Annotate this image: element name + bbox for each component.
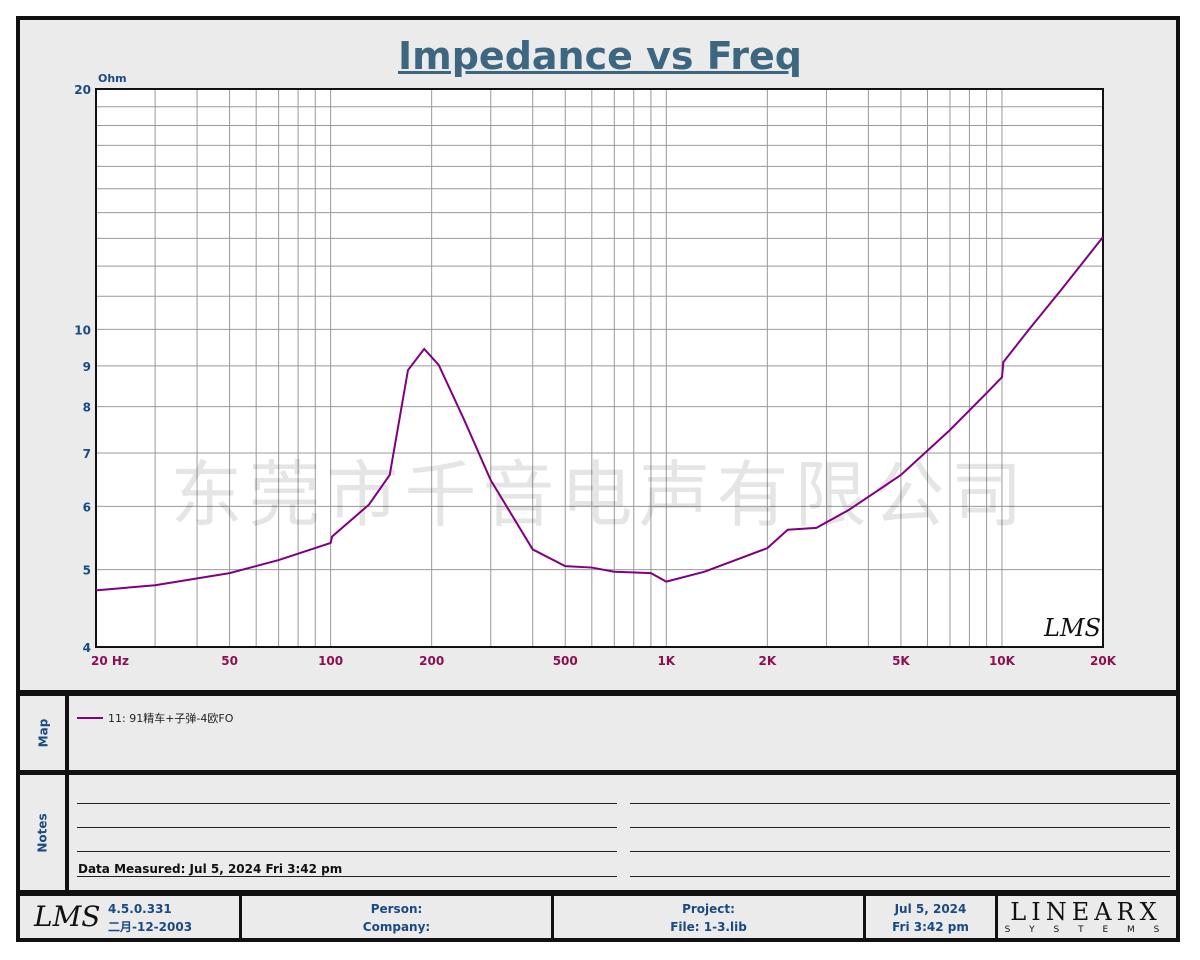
person-info: Person: Company: bbox=[242, 896, 551, 940]
divider bbox=[551, 896, 554, 940]
divider bbox=[65, 696, 69, 890]
x-tick-label: 50 bbox=[221, 654, 238, 668]
x-tick-label: 20K bbox=[1090, 654, 1117, 668]
impedance-chart: 东莞市千音电声有限公司 20 Hz 50 100 200 500 1K 2K 5K 10K 20K 2… bbox=[74, 72, 1117, 668]
divider bbox=[995, 896, 998, 940]
version-date: 二月-12-2003 bbox=[108, 920, 193, 934]
chart-title: Impedance vs Freq bbox=[398, 34, 802, 78]
divider bbox=[16, 890, 1180, 896]
notes-line bbox=[77, 803, 617, 804]
x-tick-label: 5K bbox=[892, 654, 910, 668]
linearx-logo: LINEARX S Y S T E M S bbox=[998, 896, 1174, 940]
y-tick-label: 5 bbox=[83, 564, 91, 578]
legend-swatch bbox=[77, 717, 103, 719]
date: Jul 5, 2024 bbox=[894, 902, 967, 916]
notes-panel-label: Notes bbox=[36, 812, 50, 853]
y-tick-label: 7 bbox=[83, 447, 91, 461]
time: Fri 3:42 pm bbox=[892, 920, 969, 934]
brand-sub: S Y S T E M S bbox=[1004, 925, 1168, 935]
y-tick-label: 10 bbox=[74, 323, 91, 337]
notes-line bbox=[630, 827, 1170, 828]
notes-line bbox=[77, 827, 617, 828]
project: Project: bbox=[682, 902, 735, 916]
file: File: 1-3.lib bbox=[670, 920, 747, 934]
x-tick-label: 10K bbox=[989, 654, 1016, 668]
y-tick-label: 4 bbox=[83, 641, 91, 655]
brand: LINEARX bbox=[1010, 898, 1162, 926]
version: 4.5.0.331 bbox=[108, 902, 172, 916]
y-tick-label: 9 bbox=[83, 360, 91, 374]
x-tick-label: 2K bbox=[759, 654, 777, 668]
plot-border bbox=[95, 88, 1104, 648]
data-measured: Data Measured: Jul 5, 2024 Fri 3:42 pm bbox=[78, 862, 343, 876]
y-tick-label: 8 bbox=[83, 401, 91, 415]
plot-area bbox=[96, 89, 1103, 647]
notes-line bbox=[77, 851, 617, 852]
divider bbox=[16, 770, 1180, 775]
y-tick-label: 20 bbox=[74, 83, 91, 97]
x-tick-label: 1K bbox=[657, 654, 675, 668]
lms-logo: LMS bbox=[34, 900, 101, 933]
notes-line bbox=[630, 803, 1170, 804]
notes-line bbox=[630, 876, 1170, 877]
divider bbox=[863, 896, 866, 940]
notes-line bbox=[77, 876, 617, 877]
date-info: Jul 5, 2024 Fri 3:42 pm bbox=[866, 896, 995, 940]
x-tick-label: 20 Hz bbox=[91, 654, 129, 668]
y-axis-label: Ohm bbox=[98, 72, 127, 85]
x-tick-label: 200 bbox=[419, 654, 444, 668]
legend-item: 11: 91精车+子弹-4欧FO bbox=[77, 710, 233, 726]
series-line bbox=[95, 236, 1104, 592]
x-tick-label: 500 bbox=[553, 654, 578, 668]
divider bbox=[239, 896, 242, 940]
person: Person: bbox=[370, 902, 423, 916]
x-tick-label: 100 bbox=[318, 654, 343, 668]
legend-label: 11: 91精车+子弹-4欧FO bbox=[108, 712, 234, 725]
y-tick-label: 6 bbox=[83, 500, 91, 514]
version-info: 4.5.0.331 二月-12-2003 bbox=[108, 896, 192, 940]
company: Company: bbox=[362, 920, 431, 934]
map-panel-label: Map bbox=[35, 718, 50, 748]
project-info: Project: File: 1-3.lib bbox=[554, 896, 863, 940]
chart-logo: LMS bbox=[1043, 614, 1101, 642]
watermark: 东莞市千音电声有限公司 bbox=[170, 453, 1028, 537]
divider bbox=[16, 690, 1180, 696]
notes-line bbox=[630, 851, 1170, 852]
